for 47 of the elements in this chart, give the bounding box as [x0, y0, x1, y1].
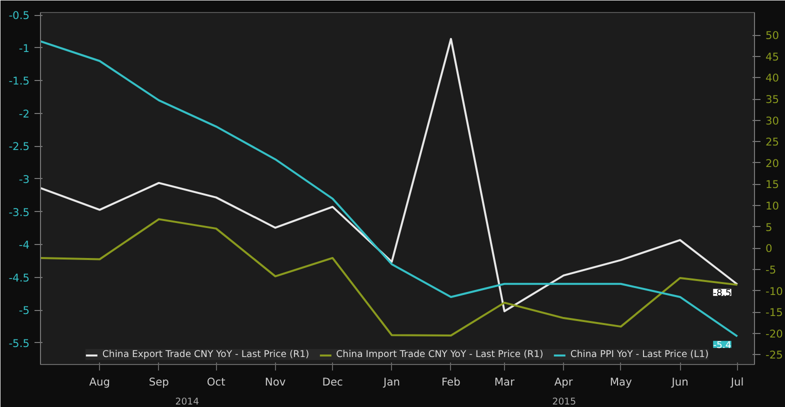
y2-tick-label: -15	[766, 306, 783, 320]
x-tick-label: Nov	[264, 376, 286, 388]
y-tick-label: -2.5	[8, 140, 30, 154]
y-tick-label: -1.5	[8, 74, 30, 88]
x-tick-label: Aug	[89, 376, 110, 388]
x-tick-label: Jun	[670, 376, 688, 388]
x-tick-label: Apr	[554, 376, 574, 388]
y2-tick-label: -25	[766, 348, 783, 362]
y-tick-label: -5	[18, 304, 30, 318]
y-tick-label: -3.5	[8, 206, 30, 219]
legend-label: China Export Trade CNY YoY - Last Price (R1)	[102, 349, 310, 360]
y-tick-label: -4.5	[8, 271, 30, 284]
y-tick-label: -5.5	[8, 336, 30, 350]
y2-tick-label: -10	[766, 284, 784, 298]
y2-tick-label: 40	[766, 72, 780, 85]
legend-label: China PPI YoY - Last Price (L1)	[570, 349, 709, 360]
x-tick-label: Dec	[322, 376, 344, 388]
y2-tick-label: 10	[766, 200, 780, 213]
y2-tick-label: 50	[766, 29, 780, 42]
y2-tick-label: -20	[766, 327, 784, 340]
y2-tick-label: 5	[766, 220, 772, 234]
y-tick-label: -0.5	[8, 9, 30, 22]
y2-tick-label: -5	[766, 263, 776, 276]
text: 2015	[552, 396, 576, 407]
y2-tick-label: 25	[766, 136, 780, 149]
data-label: -8.5	[713, 288, 732, 299]
y-tick-label: -2	[18, 107, 30, 120]
x-tick-label: May	[610, 376, 632, 388]
y-tick-label: -4	[18, 238, 30, 252]
x-tick-label: Feb	[442, 376, 461, 388]
line-series	[40, 218, 738, 337]
y2-tick-label: 20	[766, 156, 780, 170]
y-tick-label: -1	[18, 42, 30, 55]
y2-tick-label: 15	[766, 178, 780, 192]
text: 2014	[175, 396, 200, 407]
y2-tick-label: 45	[766, 50, 780, 64]
x-tick-label: Jul	[730, 376, 744, 388]
y2-tick-label: 30	[766, 114, 780, 128]
x-tick-label: Jan	[382, 376, 400, 388]
x-tick-label: Mar	[494, 376, 516, 388]
x-tick-label: Oct	[206, 376, 226, 388]
y2-tick-label: 0	[766, 242, 772, 256]
legend-label: China Import Trade CNY YoY - Last Price (R1)	[336, 349, 544, 360]
y2-tick-label: 35	[766, 93, 780, 106]
y-tick-label: -3	[18, 172, 30, 186]
x-tick-label: Sep	[148, 376, 170, 388]
data-label: -5.4	[713, 340, 732, 351]
